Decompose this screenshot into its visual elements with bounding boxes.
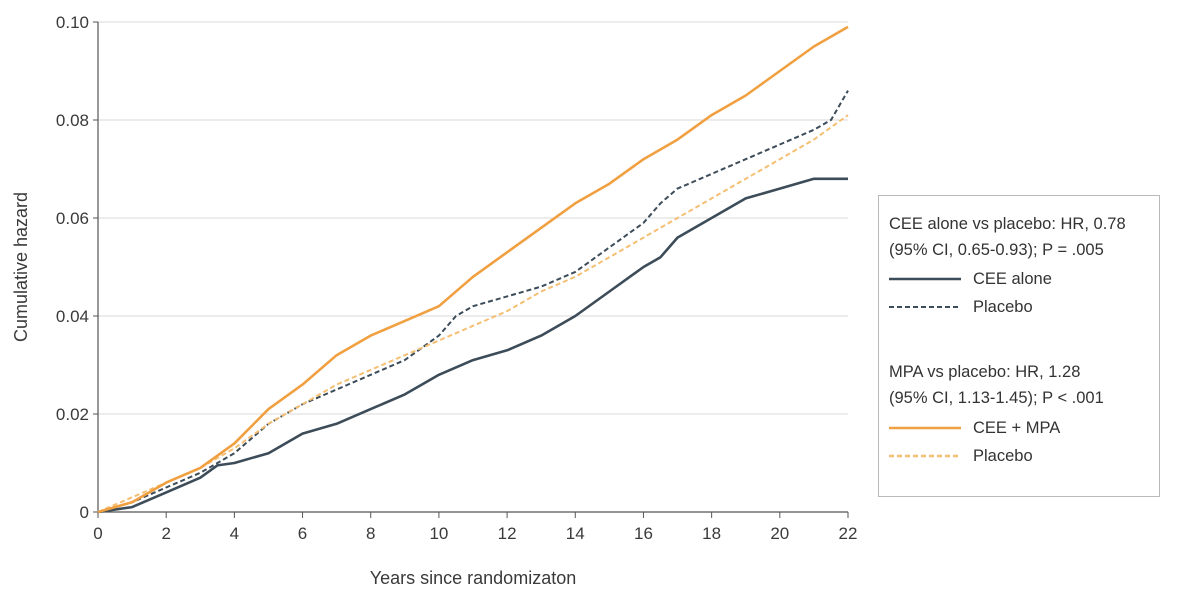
y-axis-title: Cumulative hazard xyxy=(11,192,31,342)
legend: CEE alone vs placebo: HR, 0.78 (95% CI, … xyxy=(878,195,1160,497)
legend-swatch-placebo-cee xyxy=(889,306,961,308)
legend-label-cee-mpa: CEE + MPA xyxy=(973,419,1061,437)
y-tick-label: 0 xyxy=(80,503,89,522)
axes xyxy=(93,21,849,518)
x-tick-label: 2 xyxy=(161,524,170,543)
x-tick-label: 12 xyxy=(498,524,517,543)
x-tick-label: 6 xyxy=(298,524,307,543)
x-tick-label: 10 xyxy=(429,524,448,543)
x-tick-label: 20 xyxy=(770,524,789,543)
y-tick-label: 0.04 xyxy=(56,307,89,326)
legend-header-mpa-line1: MPA vs placebo: HR, 1.28 xyxy=(889,363,1081,381)
x-tick-label: 16 xyxy=(634,524,653,543)
legend-label-placebo-mpa: Placebo xyxy=(973,447,1033,465)
x-tick-label: 8 xyxy=(366,524,375,543)
legend-swatch-cee-mpa xyxy=(889,426,961,430)
y-tick-label: 0.06 xyxy=(56,209,89,228)
series-lines xyxy=(97,25,849,514)
legend-header-mpa-line2: (95% CI, 1.13-1.45); P < .001 xyxy=(889,389,1104,407)
legend-swatch-cee-alone xyxy=(889,277,961,281)
series-line-placebo-1 xyxy=(97,90,849,513)
legend-swatch-placebo-mpa xyxy=(889,454,961,458)
legend-label-cee-alone: CEE alone xyxy=(973,270,1052,288)
x-tick-label: 14 xyxy=(566,524,585,543)
tick-labels: 0 0.02 0.04 0.06 0.08 0.10 0 2 4 6 8 10 12 14 16 18 20 22 xyxy=(56,13,858,543)
series-line-cee-mpa-2 xyxy=(97,25,849,514)
legend-label-placebo-cee: Placebo xyxy=(973,298,1033,316)
series-line-cee-alone-0 xyxy=(97,177,848,514)
legend-header-cee-line2: (95% CI, 0.65-0.93); P = .005 xyxy=(889,241,1104,259)
x-tick-label: 4 xyxy=(230,524,239,543)
y-tick-label: 0.08 xyxy=(56,111,89,130)
series-line-placebo-3 xyxy=(97,114,849,513)
y-tick-label: 0.02 xyxy=(56,405,89,424)
gridlines xyxy=(98,21,848,415)
y-tick-label: 0.10 xyxy=(56,13,89,32)
x-tick-label: 0 xyxy=(93,524,102,543)
x-axis-title: Years since randomizaton xyxy=(370,568,576,588)
x-tick-label: 22 xyxy=(839,524,858,543)
x-tick-label: 18 xyxy=(702,524,721,543)
legend-header-cee-line1: CEE alone vs placebo: HR, 0.78 xyxy=(889,215,1126,233)
